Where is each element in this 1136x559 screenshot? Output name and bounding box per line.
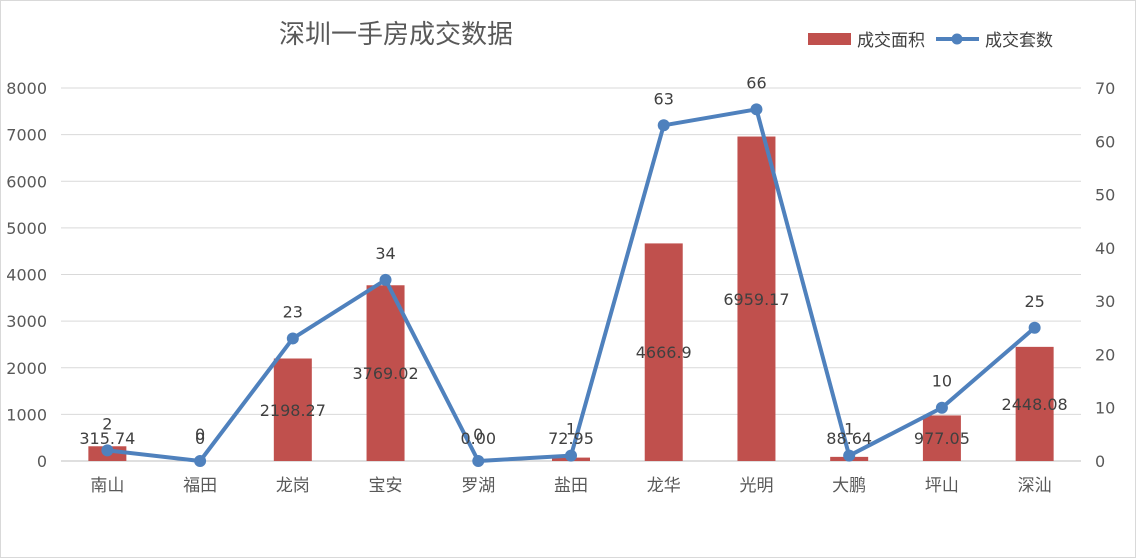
line-data-label: 10 <box>932 372 952 391</box>
category-label: 龙华 <box>647 476 681 496</box>
category-label: 光明 <box>739 476 773 496</box>
line-data-label: 25 <box>1024 292 1044 311</box>
left-tick-label: 2000 <box>6 359 47 378</box>
line-data-label: 0 <box>473 425 483 444</box>
line-data-label: 23 <box>283 302 303 321</box>
right-tick-label: 20 <box>1095 345 1115 364</box>
right-tick-label: 30 <box>1095 292 1115 311</box>
series-line <box>107 107 1036 463</box>
line-data-label: 1 <box>566 420 576 439</box>
left-tick-label: 8000 <box>6 79 47 98</box>
category-label: 罗湖 <box>461 476 495 496</box>
bar <box>273 358 312 461</box>
line-data-label: 66 <box>746 73 766 92</box>
left-tick-label: 3000 <box>6 312 47 331</box>
bar <box>922 415 961 461</box>
bar-data-label: 315.74 <box>79 429 135 448</box>
line-point <box>1028 321 1041 334</box>
left-tick-label: 0 <box>37 452 47 471</box>
bar <box>737 136 776 462</box>
legend-line-marker <box>951 33 963 45</box>
line-point <box>101 444 114 457</box>
bar-data-label: 2448.08 <box>1002 395 1068 414</box>
line-point <box>750 103 763 116</box>
legend-bar-label: 成交面积 <box>857 31 925 51</box>
line-point <box>379 273 392 286</box>
bar <box>1015 346 1054 461</box>
line-point <box>286 332 299 345</box>
line-point <box>843 449 856 462</box>
category-label: 龙岗 <box>276 476 310 496</box>
line-data-label: 34 <box>375 244 395 263</box>
left-tick-label: 7000 <box>6 126 47 145</box>
bar-data-label: 977.05 <box>914 429 970 448</box>
left-axis-ticks: 0 1000 2000 3000 4000 5000 6000 7000 8000 <box>6 79 47 471</box>
bar-data-label: 2198.27 <box>260 401 326 420</box>
category-label: 福田 <box>183 476 217 496</box>
left-tick-label: 5000 <box>6 219 47 238</box>
legend: 成交面积 成交套数 <box>808 31 1053 51</box>
line-point <box>472 455 485 467</box>
category-label: 宝安 <box>369 476 403 496</box>
right-tick-label: 50 <box>1095 186 1115 205</box>
category-label: 盐田 <box>554 476 588 496</box>
right-tick-label: 70 <box>1095 79 1115 98</box>
bar <box>366 285 405 461</box>
category-label: 坪山 <box>925 476 959 496</box>
line-point <box>565 449 577 462</box>
line-point <box>935 401 948 414</box>
bar-series <box>88 136 1054 462</box>
bar-data-label: 0.00 <box>460 429 496 448</box>
bar <box>644 243 683 461</box>
bar-data-label: 88.64 <box>826 429 872 448</box>
left-tick-label: 1000 <box>6 405 47 424</box>
category-label: 南山 <box>90 476 124 496</box>
line-data-label: 2 <box>102 414 112 433</box>
right-tick-label: 0 <box>1095 452 1105 471</box>
line-data-label: 63 <box>654 89 674 108</box>
right-tick-label: 40 <box>1095 239 1115 258</box>
bar-data-label: 72.95 <box>548 429 594 448</box>
line-data-label: 1 <box>844 420 854 439</box>
right-axis-ticks: 0 10 20 30 40 50 60 70 <box>1095 79 1115 471</box>
right-tick-label: 60 <box>1095 132 1115 151</box>
line-series <box>101 103 1041 467</box>
data-labels: 315.74 0 2198.27 3769.02 0.00 72.95 4666.9 6959… <box>79 73 1067 448</box>
bar-data-label: 6959.17 <box>723 290 789 309</box>
legend-line-label: 成交套数 <box>985 31 1053 51</box>
legend-bar-swatch <box>808 33 851 45</box>
category-label: 大鹏 <box>832 476 866 496</box>
line-data-label: 0 <box>195 425 205 444</box>
bar-data-label: 4666.9 <box>636 343 692 362</box>
left-tick-label: 6000 <box>6 172 47 191</box>
left-tick-label: 4000 <box>6 266 47 285</box>
line-point <box>657 119 670 132</box>
category-label: 深汕 <box>1018 476 1052 496</box>
chart-title: 深圳一手房成交数据 <box>279 20 513 50</box>
bar-data-label: 3769.02 <box>352 364 418 383</box>
line-point <box>194 455 207 467</box>
right-tick-label: 10 <box>1095 399 1115 418</box>
bar-data-label: 0 <box>195 429 205 448</box>
category-labels: 南山 福田 龙岗 宝安 罗湖 盐田 龙华 光明 大鹏 坪山 深汕 <box>90 476 1051 496</box>
gridlines <box>61 87 1081 462</box>
